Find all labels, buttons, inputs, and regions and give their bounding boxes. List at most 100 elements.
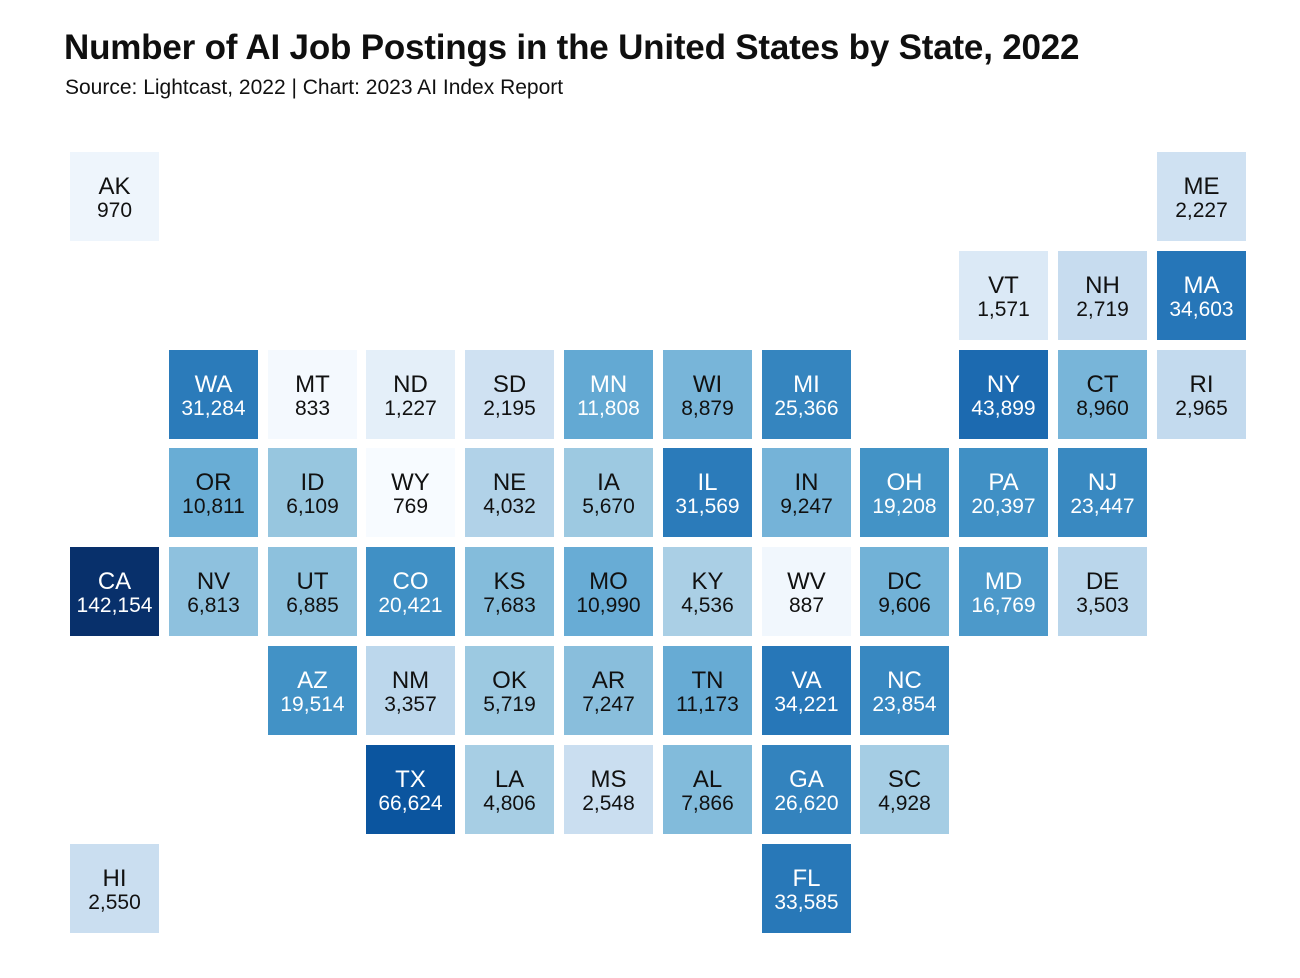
state-tile-fl: FL 33,585 (762, 844, 851, 933)
state-tile-ar: AR 7,247 (564, 646, 653, 735)
state-abbr: AL (692, 765, 723, 793)
state-value: 2,548 (582, 791, 635, 815)
state-tile-ny: NY 43,899 (959, 350, 1048, 439)
state-abbr: DC (887, 567, 922, 595)
state-value: 26,620 (774, 791, 839, 815)
state-value: 8,879 (681, 396, 734, 420)
state-value: 16,769 (971, 593, 1036, 617)
state-tile-ia: IA 5,670 (564, 448, 653, 537)
state-value: 833 (294, 396, 331, 420)
state-value: 2,719 (1076, 297, 1129, 321)
state-tile-ma: MA 34,603 (1157, 251, 1246, 340)
state-tile-az: AZ 19,514 (268, 646, 357, 735)
state-abbr: CA (97, 567, 132, 595)
state-value: 43,899 (971, 396, 1036, 420)
state-tile-hi: HI 2,550 (70, 844, 159, 933)
state-value: 23,854 (872, 692, 937, 716)
state-abbr: SC (887, 765, 922, 793)
state-tile-al: AL 7,866 (663, 745, 752, 834)
state-tile-nd: ND 1,227 (366, 350, 455, 439)
state-value: 970 (96, 198, 133, 222)
state-value: 5,719 (483, 692, 536, 716)
state-value: 2,965 (1175, 396, 1228, 420)
state-tile-mi: MI 25,366 (762, 350, 851, 439)
state-abbr: NM (391, 666, 430, 694)
state-tile-mo: MO 10,990 (564, 547, 653, 636)
state-tile-ut: UT 6,885 (268, 547, 357, 636)
state-value: 769 (392, 494, 429, 518)
state-value: 9,606 (878, 593, 931, 617)
state-abbr: NE (492, 468, 527, 496)
state-tile-me: ME 2,227 (1157, 152, 1246, 241)
state-tile-mn: MN 11,808 (564, 350, 653, 439)
state-value: 2,195 (483, 396, 536, 420)
state-value: 1,227 (384, 396, 437, 420)
state-tile-nv: NV 6,813 (169, 547, 258, 636)
state-value: 7,866 (681, 791, 734, 815)
state-tile-ak: AK 970 (70, 152, 159, 241)
state-value: 4,806 (483, 791, 536, 815)
state-tile-nj: NJ 23,447 (1058, 448, 1147, 537)
state-tile-ky: KY 4,536 (663, 547, 752, 636)
state-value: 8,960 (1076, 396, 1129, 420)
state-value: 6,813 (187, 593, 240, 617)
state-abbr: RI (1189, 370, 1214, 398)
state-tile-wv: WV 887 (762, 547, 851, 636)
state-abbr: OH (886, 468, 923, 496)
state-abbr: SD (492, 370, 527, 398)
state-abbr: NV (196, 567, 231, 595)
state-tile-wy: WY 769 (366, 448, 455, 537)
chart-subtitle: Source: Lightcast, 2022 | Chart: 2023 AI… (65, 76, 564, 99)
state-abbr: TN (691, 666, 724, 694)
state-tile-pa: PA 20,397 (959, 448, 1048, 537)
state-value: 142,154 (76, 593, 153, 617)
state-abbr: MN (589, 370, 628, 398)
state-tile-or: OR 10,811 (169, 448, 258, 537)
state-abbr: KS (493, 567, 526, 595)
state-abbr: DE (1085, 567, 1120, 595)
state-abbr: MD (984, 567, 1023, 595)
state-value: 3,357 (384, 692, 437, 716)
state-abbr: ND (393, 370, 428, 398)
state-abbr: IL (697, 468, 718, 496)
state-abbr: MT (295, 370, 330, 398)
state-tile-nm: NM 3,357 (366, 646, 455, 735)
state-abbr: AZ (297, 666, 328, 694)
state-value: 10,811 (182, 494, 245, 518)
state-tile-de: DE 3,503 (1058, 547, 1147, 636)
state-abbr: VT (988, 271, 1019, 299)
state-tile-in: IN 9,247 (762, 448, 851, 537)
state-value: 1,571 (977, 297, 1030, 321)
state-abbr: IA (597, 468, 620, 496)
state-abbr: ID (300, 468, 325, 496)
state-tile-md: MD 16,769 (959, 547, 1048, 636)
state-value: 23,447 (1070, 494, 1135, 518)
state-value: 11,808 (577, 396, 640, 420)
state-abbr: OR (195, 468, 232, 496)
state-abbr: KY (691, 567, 724, 595)
state-abbr: WV (787, 567, 826, 595)
state-abbr: CO (392, 567, 429, 595)
state-value: 20,421 (378, 593, 443, 617)
state-tile-mt: MT 833 (268, 350, 357, 439)
state-tile-sd: SD 2,195 (465, 350, 554, 439)
state-value: 7,247 (582, 692, 635, 716)
state-abbr: WY (391, 468, 430, 496)
state-abbr: HI (102, 864, 127, 892)
state-abbr: PA (988, 468, 1019, 496)
state-value: 6,109 (286, 494, 339, 518)
state-abbr: VA (791, 666, 822, 694)
state-tile-sc: SC 4,928 (860, 745, 949, 834)
state-tile-ga: GA 26,620 (762, 745, 851, 834)
state-tile-ne: NE 4,032 (465, 448, 554, 537)
state-abbr: MI (793, 370, 820, 398)
state-tile-ri: RI 2,965 (1157, 350, 1246, 439)
state-tile-id: ID 6,109 (268, 448, 357, 537)
state-value: 7,683 (483, 593, 536, 617)
state-abbr: MA (1183, 271, 1220, 299)
state-abbr: GA (789, 765, 824, 793)
state-tile-tx: TX 66,624 (366, 745, 455, 834)
state-tile-nc: NC 23,854 (860, 646, 949, 735)
state-abbr: WI (692, 370, 723, 398)
state-abbr: WA (194, 370, 233, 398)
